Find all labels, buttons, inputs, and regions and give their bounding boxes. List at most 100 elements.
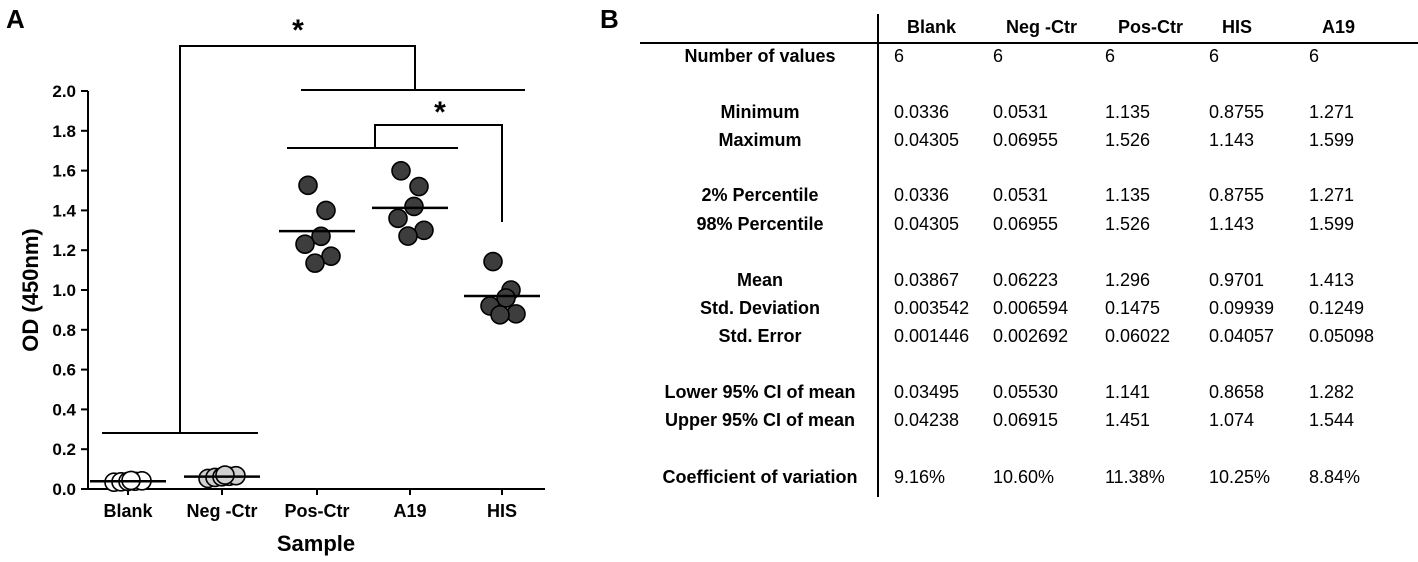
- table-row-label: 2% Percentile: [701, 185, 818, 205]
- x-tick-label: Blank: [103, 501, 153, 521]
- table-row-label: Minimum: [721, 102, 800, 122]
- table-cell: 6: [1105, 46, 1115, 66]
- table-cell: 0.8658: [1209, 382, 1264, 402]
- table-cell: 0.09939: [1209, 298, 1274, 318]
- table-cell: 1.413: [1309, 270, 1354, 290]
- x-tick-label: HIS: [487, 501, 517, 521]
- data-point: [321, 246, 341, 266]
- table-cell: 0.06915: [993, 410, 1058, 430]
- table-cell: 0.04238: [894, 410, 959, 430]
- y-tick-label: 0.6: [52, 361, 76, 380]
- table-cell: 6: [1209, 46, 1219, 66]
- data-point: [295, 234, 315, 255]
- x-tick-label: A19: [393, 501, 426, 521]
- table-cell: 0.03495: [894, 382, 959, 402]
- table-cell: 8.84%: [1309, 467, 1360, 487]
- y-tick-label: 0.2: [52, 440, 76, 459]
- bracket-his: [374, 124, 503, 222]
- x-tick-label: Neg -Ctr: [187, 501, 258, 521]
- table-cell: 0.8755: [1209, 102, 1264, 122]
- table-cell: 1.526: [1105, 130, 1150, 150]
- data-point: [316, 200, 336, 221]
- table-cell: 1.599: [1309, 130, 1354, 150]
- table-cell: 10.60%: [993, 467, 1054, 487]
- table-cell: 1.074: [1209, 410, 1254, 430]
- table-cell: 1.451: [1105, 410, 1150, 430]
- table-cell: 1.143: [1209, 214, 1254, 234]
- data-point: [305, 253, 325, 273]
- significance-asterisk: *: [434, 96, 446, 129]
- y-tick-label: 1.0: [52, 281, 76, 300]
- table-row-label: Upper 95% CI of mean: [665, 410, 855, 430]
- y-tick-label: 1.6: [52, 162, 76, 181]
- panel-a-letter: A: [6, 4, 25, 34]
- table-cell: 1.526: [1105, 214, 1150, 234]
- table-row-label: Coefficient of variation: [662, 467, 857, 487]
- table-cell: 0.06223: [993, 270, 1058, 290]
- table-column-header: A19: [1322, 17, 1355, 37]
- table-cell: 11.38%: [1105, 467, 1165, 487]
- data-point: [490, 304, 510, 325]
- table-cell: 0.9701: [1209, 270, 1264, 290]
- table-cell: 6: [993, 46, 1003, 66]
- scatter-chart: 0.0 0.2 0.4 0.6 0.8 1.0 1.2 1.4 1.6 1.8 2.0 Blank Ne…: [18, 14, 545, 556]
- data-point: [398, 226, 418, 246]
- table-cell: 0.0336: [894, 102, 949, 122]
- table-cell: 0.1249: [1309, 298, 1364, 318]
- table-cell: 0.006594: [993, 298, 1068, 318]
- table-cell: 6: [1309, 46, 1319, 66]
- table-cell: 0.06955: [993, 214, 1058, 234]
- table-cell: 1.143: [1209, 130, 1254, 150]
- table-cell: 0.04305: [894, 130, 959, 150]
- table-cell: 0.0336: [894, 185, 949, 205]
- y-tick-label: 2.0: [52, 82, 76, 101]
- table-row-label: Maximum: [718, 130, 801, 150]
- table-cell: 1.282: [1309, 382, 1354, 402]
- data-point: [215, 465, 235, 485]
- table-cell: 0.03867: [894, 270, 959, 290]
- table-cell: 0.002692: [993, 326, 1068, 346]
- table-column-header: Neg -Ctr: [1006, 17, 1077, 37]
- table-cell: 0.06955: [993, 130, 1058, 150]
- table-row-label: 98% Percentile: [696, 214, 823, 234]
- x-tick-label: Pos-Ctr: [284, 501, 349, 521]
- table-cell: 1.135: [1105, 185, 1150, 205]
- y-tick-label: 1.4: [52, 201, 76, 220]
- table-row-label: Lower 95% CI of mean: [664, 382, 855, 402]
- table-cell: 6: [894, 46, 904, 66]
- y-tick-label: 1.2: [52, 241, 76, 260]
- y-tick-label: 0.4: [52, 400, 76, 419]
- table-row-label: Std. Error: [718, 326, 801, 346]
- data-point: [404, 196, 424, 217]
- table-cell: 1.599: [1309, 214, 1354, 234]
- table-cell: 1.544: [1309, 410, 1354, 430]
- table-cell: 0.0531: [993, 102, 1048, 122]
- table-cell: 0.0531: [993, 185, 1048, 205]
- table-cell: 0.001446: [894, 326, 969, 346]
- table-column-header: Blank: [907, 17, 957, 37]
- table-cell: 0.05530: [993, 382, 1058, 402]
- table-row-label: Mean: [737, 270, 783, 290]
- significance-asterisk: *: [292, 14, 304, 47]
- y-tick-label: 1.8: [52, 122, 76, 141]
- table-column-header: Pos-Ctr: [1118, 17, 1183, 37]
- panel-b-letter: B: [600, 4, 619, 34]
- data-point: [298, 175, 318, 196]
- data-point: [496, 288, 516, 308]
- table-cell: 0.8755: [1209, 185, 1264, 205]
- table-cell: 9.16%: [894, 467, 945, 487]
- statistics-table: Blank Neg -Ctr Pos-Ctr HIS A19 Number of valu…: [640, 14, 1418, 497]
- bracket-top: [179, 45, 416, 433]
- table-cell: 0.04057: [1209, 326, 1274, 346]
- table-cell: 0.05098: [1309, 326, 1374, 346]
- data-point: [388, 208, 408, 229]
- table-column-header: HIS: [1222, 17, 1252, 37]
- table-cell: 0.06022: [1105, 326, 1170, 346]
- table-cell: 0.04305: [894, 214, 959, 234]
- table-cell: 0.003542: [894, 298, 969, 318]
- y-tick-label: 0.0: [52, 480, 76, 499]
- data-point: [483, 251, 503, 272]
- data-point: [409, 176, 429, 197]
- table-row-label: Std. Deviation: [700, 298, 820, 318]
